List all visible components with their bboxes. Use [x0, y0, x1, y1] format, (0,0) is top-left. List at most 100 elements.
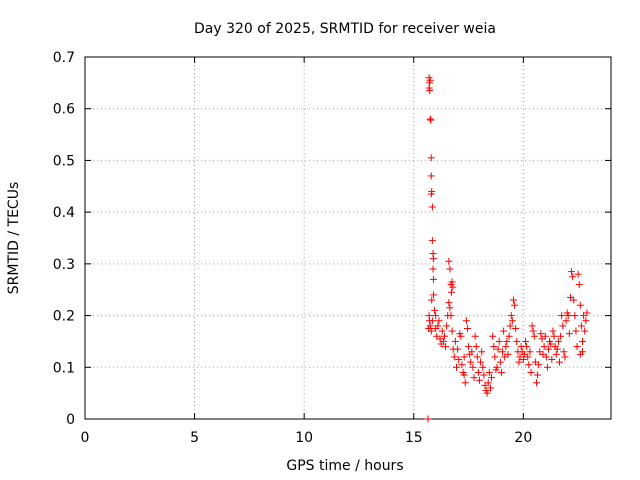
data-point — [505, 332, 513, 340]
data-point — [448, 278, 456, 286]
y-tick-label: 0 — [66, 412, 75, 428]
data-point — [568, 268, 576, 276]
data-point — [483, 389, 491, 397]
data-point — [446, 304, 454, 312]
data-point — [575, 281, 583, 289]
y-tick-label: 0.2 — [53, 309, 75, 325]
chart-title: Day 320 of 2025, SRMTID for receiver wei… — [194, 21, 496, 37]
data-point — [579, 337, 587, 345]
data-point — [460, 353, 468, 361]
data-point — [545, 345, 553, 353]
data-point — [432, 312, 440, 320]
data-point — [426, 322, 434, 330]
data-point — [554, 337, 562, 345]
x-tick-label: 20 — [514, 430, 532, 446]
data-point — [494, 345, 502, 353]
data-point — [553, 345, 561, 353]
data-point — [472, 343, 480, 351]
data-point — [445, 299, 453, 307]
data-point — [522, 337, 530, 345]
data-point — [429, 291, 437, 299]
data-point — [460, 371, 468, 379]
data-point — [447, 288, 455, 296]
data-point — [550, 332, 558, 340]
data-point — [426, 76, 434, 84]
data-point — [574, 270, 582, 278]
data-point — [479, 363, 487, 371]
data-point — [540, 343, 548, 351]
data-point — [493, 363, 501, 371]
data-point — [471, 332, 479, 340]
data-point — [561, 353, 569, 361]
data-point — [572, 327, 580, 335]
data-point — [439, 337, 447, 345]
data-point — [428, 296, 436, 304]
data-point — [534, 371, 542, 379]
data-point — [465, 343, 473, 351]
data-point — [431, 306, 439, 314]
data-point — [541, 332, 549, 340]
data-point — [526, 348, 534, 356]
data-point — [447, 312, 455, 320]
data-point — [428, 237, 436, 245]
x-tick-label: 10 — [295, 430, 313, 446]
data-point — [426, 115, 434, 123]
data-point — [484, 379, 492, 387]
data-point — [488, 374, 496, 382]
data-point — [440, 332, 448, 340]
x-tick-label: 5 — [190, 430, 199, 446]
data-point — [455, 356, 463, 364]
y-tick-label: 0.1 — [53, 360, 75, 376]
data-point — [577, 322, 585, 330]
data-point — [428, 203, 436, 211]
data-point — [476, 376, 483, 384]
data-point — [503, 337, 511, 345]
x-axis-label: GPS time / hours — [286, 458, 403, 474]
data-point — [495, 337, 503, 345]
data-point — [532, 379, 540, 387]
y-axis-label: SRMTID / TECUs — [6, 182, 22, 295]
data-point — [562, 317, 570, 325]
data-point — [427, 172, 435, 180]
data-point — [426, 87, 434, 95]
data-point — [429, 265, 437, 273]
data-point — [467, 358, 475, 366]
data-point — [469, 363, 477, 371]
data-point — [477, 358, 485, 366]
data-point — [442, 343, 450, 351]
data-point — [512, 325, 520, 332]
data-point — [445, 257, 453, 265]
data-point — [513, 337, 521, 345]
y-tick-label: 0.5 — [53, 153, 75, 169]
data-point — [500, 327, 508, 335]
data-point — [463, 325, 471, 332]
data-point — [515, 358, 523, 366]
data-point — [451, 337, 459, 345]
data-point — [452, 363, 460, 371]
data-point — [449, 283, 457, 291]
data-point — [542, 353, 550, 361]
y-tick-label: 0.4 — [53, 205, 75, 221]
data-point — [559, 322, 567, 330]
data-point — [497, 368, 505, 376]
data-point — [552, 350, 560, 358]
data-point — [519, 356, 527, 364]
grid-lines — [85, 57, 611, 419]
data-points — [424, 74, 591, 423]
data-point — [537, 330, 545, 338]
data-point — [558, 312, 566, 320]
data-point — [429, 275, 437, 283]
data-point — [557, 332, 565, 340]
data-point — [473, 353, 481, 361]
data-point — [548, 356, 556, 364]
data-point — [429, 255, 437, 263]
data-point — [579, 348, 587, 356]
data-point — [547, 340, 555, 348]
data-point — [582, 317, 590, 325]
data-point — [569, 273, 577, 281]
data-point — [478, 348, 486, 356]
data-point — [427, 190, 435, 198]
data-point — [528, 322, 536, 330]
y-tick-label: 0.7 — [53, 50, 75, 66]
